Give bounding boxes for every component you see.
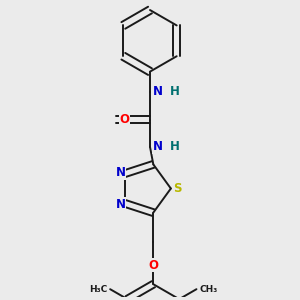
Text: H: H: [169, 140, 179, 153]
Text: H₃C: H₃C: [89, 285, 107, 294]
Text: O: O: [120, 113, 130, 126]
Text: N: N: [116, 166, 125, 179]
Text: N: N: [153, 140, 163, 153]
Text: O: O: [148, 259, 158, 272]
Text: S: S: [173, 182, 182, 195]
Text: CH₃: CH₃: [199, 285, 218, 294]
Text: N: N: [116, 198, 125, 211]
Text: H: H: [169, 85, 179, 98]
Text: N: N: [153, 85, 163, 98]
